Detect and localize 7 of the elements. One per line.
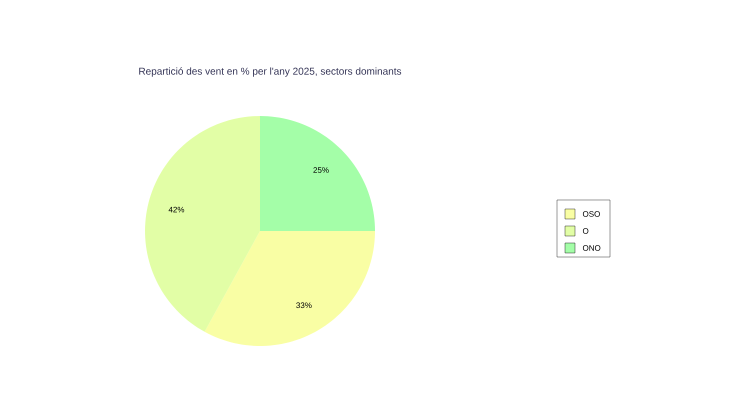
data-label: 33% [296,302,312,308]
legend-label: ONO [582,245,600,251]
data-label: 42% [168,206,184,212]
legend-label: OSO [582,211,600,217]
legend-label: O [582,228,588,234]
data-label: 25% [313,167,329,173]
chart-title: Repartició des vent en % per l'any 2025, sectors dominants [139,67,402,77]
